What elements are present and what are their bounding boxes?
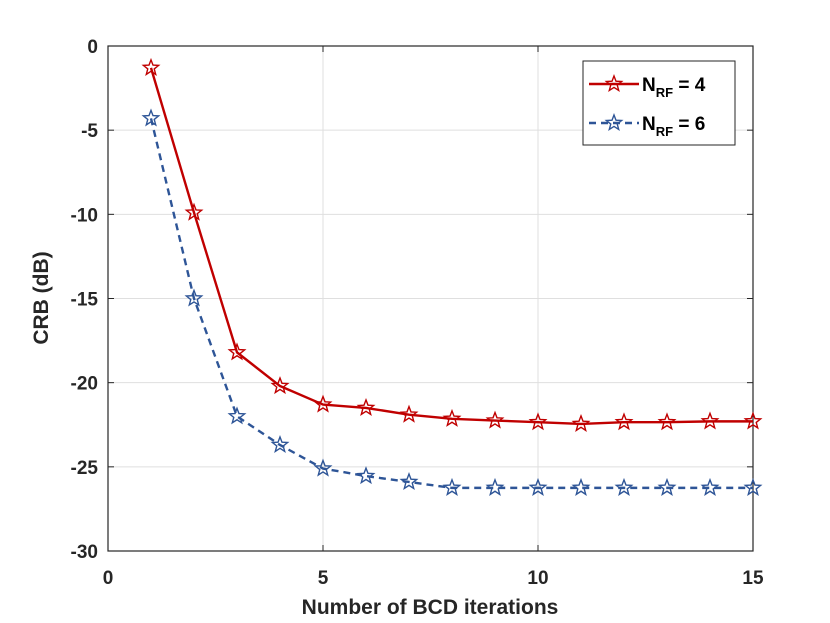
data-point-star <box>313 458 333 477</box>
data-point-star <box>184 202 204 221</box>
y-tick-label: -15 <box>71 290 99 311</box>
legend-items: NRF = 4 NRF = 6 <box>589 74 706 139</box>
x-tick-label: 10 <box>527 568 548 589</box>
data-point-star <box>657 412 677 431</box>
legend-star-marker <box>604 113 624 132</box>
data-point-star <box>571 477 591 496</box>
data-point-star <box>141 57 161 76</box>
y-tick-label: -5 <box>81 121 98 142</box>
legend-box <box>582 60 736 146</box>
legend-item-1: NRF = 4 <box>589 74 706 100</box>
data-point-star <box>528 412 548 431</box>
x-tick-label: 0 <box>103 568 114 589</box>
data-point-star <box>141 108 161 127</box>
x-tick-label: 5 <box>318 568 329 589</box>
legend-label: NRF = 6 <box>642 114 705 139</box>
y-tick-label: -20 <box>71 374 98 395</box>
y-tick-label: 0 <box>87 37 98 58</box>
data-point-star <box>399 404 419 423</box>
data-point-star <box>657 477 677 496</box>
x-axis-label: Number of BCD iterations <box>302 596 559 619</box>
data-point-star <box>270 376 290 395</box>
data-point-star <box>356 466 376 485</box>
x-tick-label: 15 <box>742 568 764 589</box>
data-point-star <box>571 413 591 432</box>
series-1 <box>141 57 763 432</box>
data-point-star <box>614 477 634 496</box>
legend-item-2: NRF = 6 <box>589 113 705 139</box>
axis-ticks: 0 5 10 15 0 -5 -10 -15 -20 -25 -30 <box>71 37 764 589</box>
series-line <box>149 67 753 426</box>
data-point-star <box>743 477 763 496</box>
data-point-star <box>485 477 505 496</box>
grid-lines <box>108 46 753 551</box>
series-2 <box>141 108 763 496</box>
data-point-star <box>227 342 247 361</box>
data-point-star <box>528 477 548 496</box>
y-tick-label: -10 <box>71 205 98 226</box>
data-point-star <box>356 397 376 416</box>
data-point-star <box>399 472 419 491</box>
data-point-star <box>485 410 505 429</box>
data-point-star <box>614 412 634 431</box>
data-series <box>141 57 763 496</box>
data-point-star <box>227 406 247 425</box>
y-tick-label: -30 <box>71 542 98 563</box>
data-point-star <box>700 477 720 496</box>
data-point-star <box>270 434 290 454</box>
legend: NRF = 4 NRF = 6 <box>582 60 736 146</box>
legend-star-marker <box>604 74 624 93</box>
series-line <box>149 118 753 490</box>
data-point-star <box>184 288 204 307</box>
y-axis-label: CRB (dB) <box>30 251 53 344</box>
legend-label: NRF = 4 <box>642 75 706 100</box>
data-point-star <box>700 411 720 430</box>
data-point-star <box>313 394 333 413</box>
data-point-star <box>442 408 462 427</box>
data-point-star <box>442 477 462 496</box>
data-point-star <box>743 411 763 430</box>
y-tick-label: -25 <box>71 458 99 479</box>
